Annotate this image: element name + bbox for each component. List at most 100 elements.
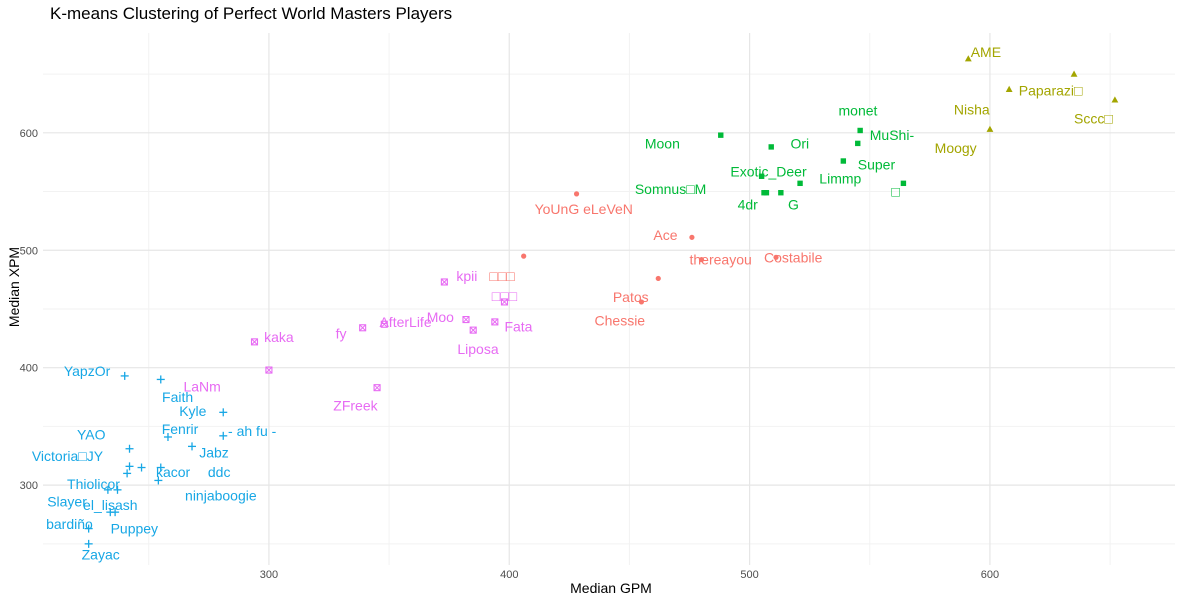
data-point	[768, 144, 774, 150]
point-label: Fenrir	[162, 421, 199, 437]
point-label: G	[788, 196, 799, 212]
point-label: Nisha	[954, 101, 990, 117]
x-tick-label: 500	[740, 569, 758, 581]
chart-title: K-means Clustering of Perfect World Mast…	[50, 4, 453, 23]
point-label: □	[891, 184, 900, 200]
point-label: bardiño	[46, 516, 93, 532]
point-label: □□□	[492, 288, 518, 304]
point-label: Super	[858, 157, 896, 173]
data-point	[773, 254, 779, 260]
data-point	[491, 318, 499, 326]
point-label: AfterLife	[379, 314, 431, 330]
data-point	[163, 432, 172, 441]
point-label: Faith	[162, 389, 193, 405]
x-axis-title: Median GPM	[570, 580, 652, 596]
point-label: Zayac	[82, 546, 120, 562]
grid-lines	[43, 33, 1175, 565]
data-point	[373, 384, 381, 392]
point-label: Fata	[504, 319, 532, 335]
data-point	[462, 316, 470, 324]
point-label: Ori	[790, 135, 809, 151]
data-point	[156, 375, 165, 384]
data-point	[250, 338, 259, 346]
point-label: fy	[336, 326, 347, 342]
data-point	[265, 366, 273, 374]
data-point	[188, 442, 197, 451]
x-tick-label: 300	[260, 569, 278, 581]
data-point	[500, 298, 509, 306]
data-point	[219, 431, 228, 440]
data-point	[125, 444, 134, 453]
data-point	[986, 125, 994, 132]
point-labels: AME Paparazi□ Nisha Sccc□ Moogy monet Moon MuSh…	[32, 44, 1114, 563]
point-label: Exotic_Deer	[730, 164, 807, 180]
point-label: ddc	[208, 464, 231, 480]
y-tick-label: 400	[20, 363, 38, 375]
point-label: Costabile	[764, 249, 823, 265]
data-point	[1070, 70, 1078, 77]
data-point	[125, 462, 134, 471]
point-label: □□□	[489, 268, 515, 284]
x-tick-label: 600	[981, 569, 999, 581]
point-label: kacor	[156, 464, 191, 480]
data-points	[84, 55, 1119, 548]
data-point	[156, 463, 165, 472]
axis-ticks: 300 400 500 600 300 400 500 600	[20, 128, 999, 581]
data-point	[655, 275, 661, 282]
point-label: YapzOr	[64, 363, 111, 379]
point-label: ZFreek	[333, 397, 378, 413]
point-label: Chessie	[595, 313, 646, 329]
data-point	[718, 132, 724, 138]
plot-panel	[43, 33, 1175, 565]
point-label: Liposa	[457, 341, 498, 357]
point-label: ninjaboogie	[185, 488, 257, 504]
point-label: thereayou	[690, 252, 752, 268]
point-label: Ace	[653, 227, 677, 243]
data-point	[964, 55, 972, 62]
data-point	[857, 127, 863, 134]
data-point	[761, 190, 767, 196]
point-label: Somnus□M	[635, 181, 706, 197]
point-label: el_lisash	[83, 497, 137, 513]
point-label: Slayer	[47, 494, 87, 510]
data-point	[521, 253, 527, 259]
point-label: Jabz	[199, 444, 229, 460]
data-point	[111, 508, 120, 517]
data-point	[120, 371, 129, 380]
point-label: 4dr	[738, 196, 759, 212]
point-label: monet	[839, 103, 878, 119]
data-point	[573, 191, 580, 197]
data-point	[137, 463, 146, 472]
data-point	[440, 278, 448, 286]
data-point	[123, 469, 132, 478]
data-point	[778, 190, 784, 196]
point-label: Moo	[427, 309, 454, 325]
data-point	[113, 485, 122, 494]
x-tick-label: 400	[500, 569, 518, 581]
point-label: Paparazi□	[1019, 83, 1083, 99]
y-tick-label: 300	[20, 480, 38, 492]
point-label: MuShi-	[870, 127, 915, 143]
y-tick-label: 500	[20, 245, 38, 257]
point-label: Patos	[613, 289, 649, 305]
data-point	[219, 408, 228, 417]
data-point	[103, 485, 112, 494]
y-axis-title: Median XPM	[6, 247, 22, 327]
point-label: Moon	[645, 135, 680, 151]
point-label: kaka	[264, 329, 294, 345]
data-point	[758, 173, 765, 179]
y-tick-label: 600	[20, 128, 38, 140]
point-label: AME	[971, 44, 1001, 60]
data-point	[797, 180, 803, 187]
point-label: Puppey	[111, 521, 158, 537]
data-point	[840, 158, 847, 164]
point-label: LaNm	[183, 378, 220, 394]
data-point	[638, 299, 645, 305]
point-label: Moogy	[935, 140, 977, 156]
data-point	[469, 326, 477, 334]
point-label: kpii	[456, 268, 477, 284]
point-label: Victoria□JY	[32, 448, 104, 464]
point-label: YoUnG eLeVeN	[535, 201, 633, 217]
data-point	[1111, 96, 1119, 103]
